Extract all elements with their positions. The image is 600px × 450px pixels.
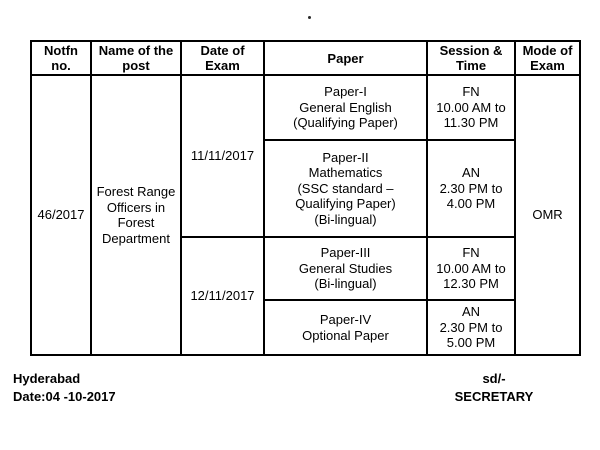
cell-paper-4: Paper-IV Optional Paper <box>263 299 428 356</box>
header-session-time: Session & Time <box>426 40 516 76</box>
table-row-paper4: Paper-IV Optional Paper AN 2.30 PM to 5.00 … <box>31 299 580 356</box>
footer-designation: SECRETARY <box>454 389 534 404</box>
header-post-name: Name of the post <box>90 40 182 76</box>
cell-notfn-no: 46/2017 <box>30 74 92 356</box>
header-paper: Paper <box>263 40 428 76</box>
table-row-paper2: Paper-II Mathematics (SSC standard – Qualif… <box>31 139 580 238</box>
table-row-paper1: 46/2017 Forest Range Officers in Forest Dep… <box>30 74 581 356</box>
cell-post-name: Forest Range Officers in Forest Department <box>90 74 182 356</box>
header-notfn-no: Notfn no. <box>30 40 92 76</box>
footer-signature: sd/- <box>482 371 506 386</box>
table-header-row: Notfn no. Name of the post Date of Exam Pap… <box>30 40 581 76</box>
cell-session-4: AN 2.30 PM to 5.00 PM <box>426 299 516 356</box>
cell-exam-date-2: 12/11/2017 <box>180 236 265 356</box>
header-exam-mode: Mode of Exam <box>514 40 581 76</box>
cell-exam-mode: OMR <box>514 74 581 356</box>
stray-dot <box>308 16 311 19</box>
cell-session-3: FN 10.00 AM to 12.30 PM <box>426 236 516 301</box>
cell-paper-3: Paper-III General Studies (Bi-lingual) <box>263 236 428 301</box>
footer-place: Hyderabad <box>13 371 81 386</box>
cell-paper-2: Paper-II Mathematics (SSC standard – Qualif… <box>263 139 428 238</box>
cell-session-1: FN 10.00 AM to 11.30 PM <box>426 74 516 141</box>
footer-place-date: Hyderabad Date:04 -10-2017 <box>13 370 116 406</box>
cell-paper-1: Paper-I General English (Qualifying Paper) <box>263 74 428 141</box>
footer-date: Date:04 -10-2017 <box>13 389 116 404</box>
exam-schedule-table: Notfn no. Name of the post Date of Exam Pap… <box>30 40 581 356</box>
header-exam-date: Date of Exam <box>180 40 265 76</box>
footer-signature-block: sd/- SECRETARY <box>428 370 560 406</box>
cell-session-2: AN 2.30 PM to 4.00 PM <box>426 139 516 238</box>
table-row-paper3: 12/11/2017 Paper-III General Studies (Bi-l… <box>31 236 580 356</box>
cell-exam-date-1: 11/11/2017 <box>180 74 265 238</box>
